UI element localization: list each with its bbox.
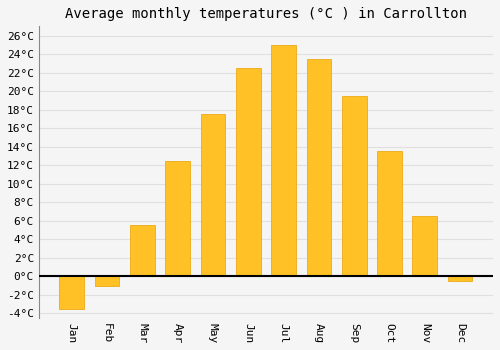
Bar: [94, 276, 120, 286]
Bar: [60, 276, 84, 309]
Bar: [236, 68, 260, 276]
Bar: [377, 151, 402, 276]
Bar: [271, 45, 296, 276]
Title: Average monthly temperatures (°C ) in Carrollton: Average monthly temperatures (°C ) in Ca…: [65, 7, 467, 21]
Bar: [166, 161, 190, 276]
Bar: [306, 59, 331, 276]
Bar: [448, 276, 472, 281]
Bar: [200, 114, 226, 276]
Bar: [130, 225, 155, 276]
Bar: [412, 216, 437, 276]
Bar: [342, 96, 366, 276]
